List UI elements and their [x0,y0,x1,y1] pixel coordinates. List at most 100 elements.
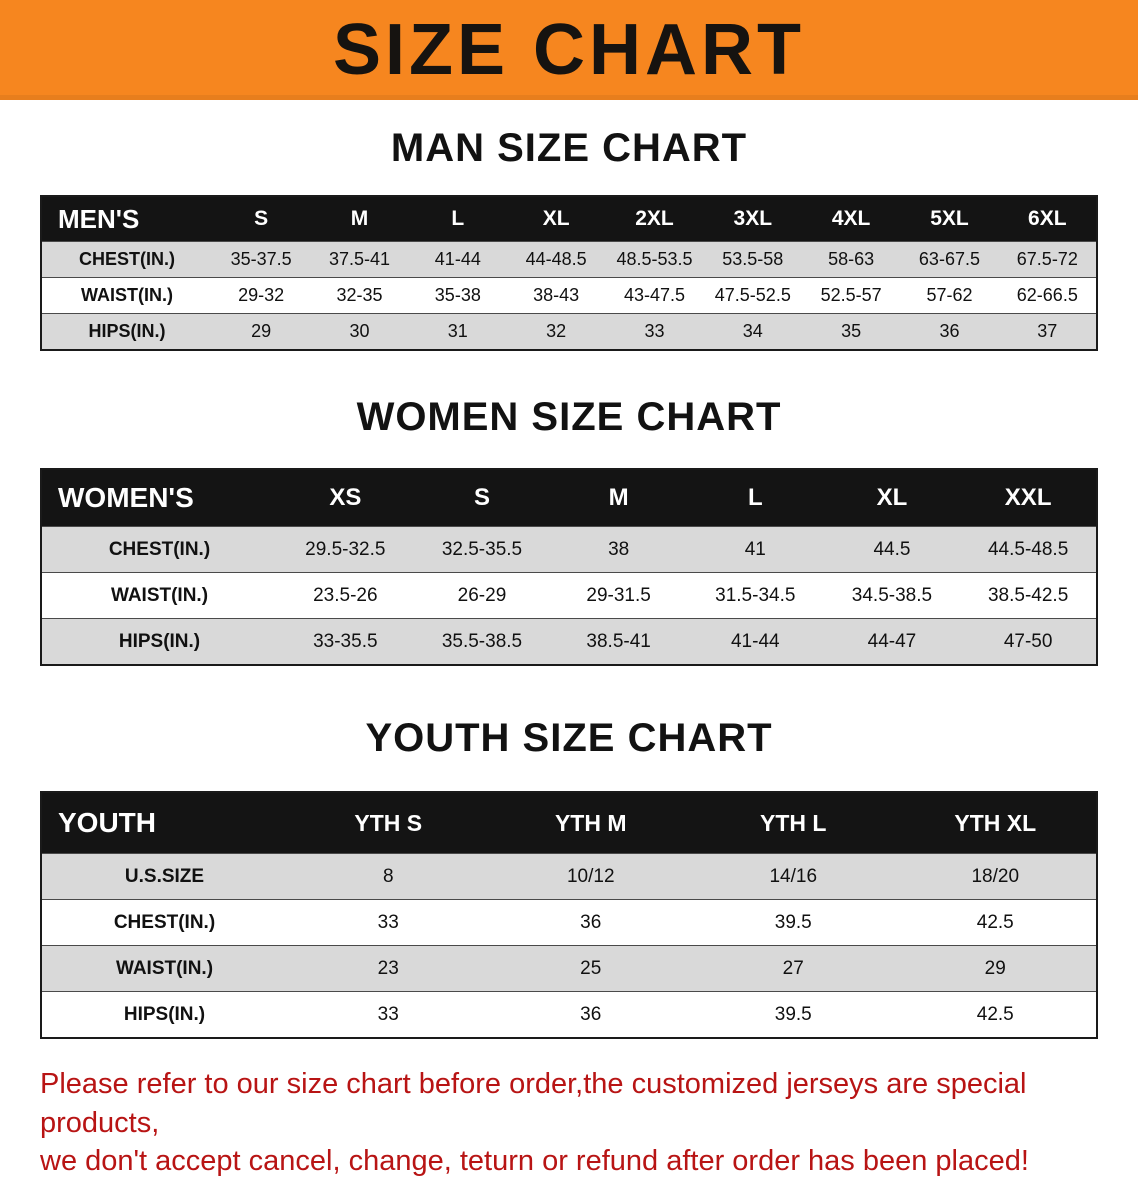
man-size-chart-heading: MAN SIZE CHART [390,126,748,170]
size-value: 44.5-48.5 [987,538,1069,560]
measurement-label: U.S.SIZE [124,865,205,887]
size-value: 38-43 [533,285,580,305]
size-value: 58-63 [828,249,875,269]
size-value: 23.5-26 [313,584,378,606]
women-size-column-header: M [608,484,629,511]
size-value: 35.5-38.5 [441,630,523,652]
size-value: 44-47 [867,630,917,652]
men-size-column-header: M [350,207,369,230]
men-size-column-header: 5XL [930,207,969,230]
size-value: 41 [744,538,766,560]
size-value: 33-35.5 [313,630,378,652]
size-value: 37 [1037,321,1058,341]
men-table-header-row: MEN'S S M L XL 2XL 3XL 4XL 5XL 6XL [41,196,1097,242]
women-table-row: WAIST(IN.) 23.5-26 26-29 29-31.5 31.5-34.5 34… [41,572,1097,619]
youth-table-row: WAIST(IN.) 23 25 27 29 [41,945,1097,992]
size-value: 33 [377,1003,399,1025]
size-value: 67.5-72 [1016,249,1078,269]
size-value: 29 [251,321,272,341]
disclaimer-line-2: we don't accept cancel, change, teturn o… [40,1145,1029,1178]
size-value: 30 [349,321,370,341]
size-value: 44.5 [873,538,911,560]
size-value: 47-50 [1003,630,1053,652]
women-size-column-header: XS [329,484,362,511]
women-size-chart-heading: WOMEN SIZE CHART [356,395,782,439]
youth-size-column-header: YTH S [354,809,423,836]
men-size-column-header: 3XL [733,207,773,230]
size-value: 42.5 [976,1003,1014,1025]
size-value: 29-31.5 [586,584,651,606]
size-value: 32.5-35.5 [441,538,523,560]
size-value: 8 [382,865,394,887]
youth-size-column-header: YTH M [554,809,627,836]
size-value: 29.5-32.5 [305,538,386,560]
size-value: 35-38 [434,285,481,305]
size-value: 34 [742,321,763,341]
women-table-header-row: WOMEN'S XS S M L XL XXL [41,469,1097,527]
youth-size-chart-heading: YOUTH SIZE CHART [365,716,773,760]
size-value: 48.5-53.5 [616,249,693,269]
measurement-label: HIPS(IN.) [118,630,201,652]
measurement-label: WAIST(IN.) [110,584,209,606]
size-value: 32-35 [336,285,383,305]
size-value: 14/16 [769,865,818,887]
size-value: 57-62 [926,285,973,305]
women-size-table: WOMEN'S XS S M L XL XXL CHEST(IN.) 29.5-32.5 32.5… [40,468,1098,666]
size-value: 35 [841,321,862,341]
size-chart-banner: SIZE CHART [0,0,1138,100]
size-value: 39.5 [774,1003,812,1025]
size-value: 38.5-41 [586,630,651,652]
women-size-column-header: L [747,484,763,511]
size-value: 29-32 [238,285,285,305]
size-value: 33 [644,321,665,341]
men-size-column-header: S [254,207,269,230]
men-table-row: CHEST(IN.) 35-37.5 37.5-41 41-44 44-48.5 48.5… [41,241,1097,278]
size-value: 31.5-34.5 [715,584,796,606]
size-value: 47.5-52.5 [714,285,791,305]
women-size-column-header: XL [876,484,908,511]
measurement-label: HIPS(IN.) [88,321,166,341]
size-value: 27 [782,957,804,979]
size-value: 38.5-42.5 [987,584,1069,606]
measurement-label: WAIST(IN.) [81,285,173,305]
size-value: 52.5-57 [820,285,882,305]
men-size-table: MEN'S S M L XL 2XL 3XL 4XL 5XL 6XL CHEST(IN.) 35-37… [40,195,1098,351]
size-value: 37.5-41 [328,249,391,269]
men-size-column-header: 2XL [635,207,674,230]
size-value: 36 [580,1003,602,1025]
size-value: 53.5-58 [722,249,784,269]
women-table-row: HIPS(IN.) 33-35.5 35.5-38.5 38.5-41 41-44 44-… [41,618,1097,665]
size-value: 26-29 [457,584,507,606]
youth-size-table: YOUTH YTH S YTH M YTH L YTH XL U.S.SIZE 8 10/12… [40,791,1098,1039]
women-table-corner-label: WOMEN'S [58,482,194,513]
size-value: 10/12 [566,865,615,887]
size-value: 18/20 [971,865,1020,887]
size-value: 41-44 [434,249,481,269]
size-value: 36 [939,321,960,341]
youth-table-row: CHEST(IN.) 33 36 39.5 42.5 [41,899,1097,946]
youth-table-header-row: YOUTH YTH S YTH M YTH L YTH XL [41,792,1097,854]
measurement-label: WAIST(IN.) [115,957,214,979]
size-value: 33 [377,911,399,933]
size-value: 36 [580,911,602,933]
size-value: 29 [984,957,1006,979]
size-value: 39.5 [774,911,812,933]
youth-table-corner-label: YOUTH [58,807,156,838]
men-size-column-header: L [451,207,465,230]
women-table-row: CHEST(IN.) 29.5-32.5 32.5-35.5 38 41 44.5 44.5… [41,526,1097,573]
size-value: 34.5-38.5 [851,584,933,606]
men-table-row: WAIST(IN.) 29-32 32-35 35-38 38-43 43-47.5 47.… [41,277,1097,314]
size-value: 63-67.5 [918,249,980,269]
youth-size-column-header: YTH XL [954,809,1037,836]
size-value: 38 [608,538,630,560]
size-chart-title: SIZE CHART [333,10,805,90]
measurement-label: CHEST(IN.) [79,249,175,269]
size-value: 35-37.5 [230,249,292,269]
size-value: 41-44 [730,630,780,652]
men-table-row: HIPS(IN.) 29 30 31 32 33 34 35 36 37 [41,313,1097,350]
size-value: 25 [580,957,602,979]
size-value: 32 [546,321,567,341]
size-value: 43-47.5 [623,285,685,305]
size-value: 42.5 [976,911,1014,933]
youth-table-row: HIPS(IN.) 33 36 39.5 42.5 [41,991,1097,1038]
